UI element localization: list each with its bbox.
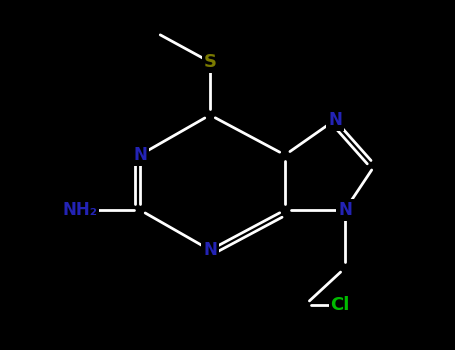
- Text: N: N: [133, 146, 147, 164]
- Text: N: N: [203, 241, 217, 259]
- Text: NH₂: NH₂: [62, 201, 97, 219]
- Text: N: N: [328, 111, 342, 129]
- Text: S: S: [203, 53, 217, 71]
- Text: N: N: [338, 201, 352, 219]
- Text: Cl: Cl: [330, 296, 350, 314]
